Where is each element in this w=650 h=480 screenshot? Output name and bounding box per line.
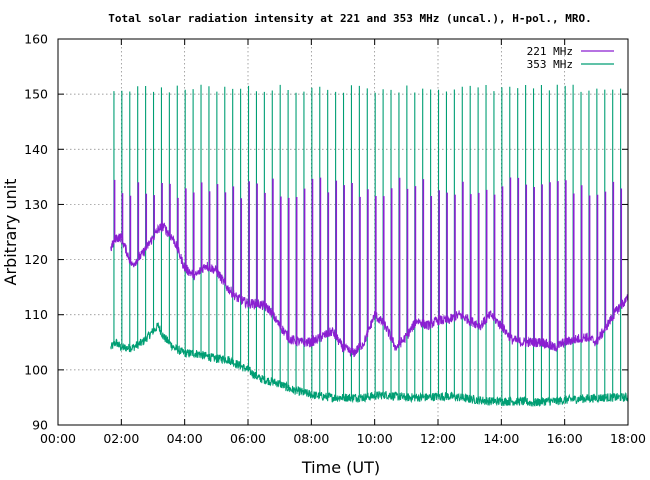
y-tick-label: 100 — [24, 362, 48, 377]
x-tick-label: 08:00 — [293, 431, 329, 446]
spike-layer — [113, 84, 623, 403]
x-tick-label: 00:00 — [40, 431, 76, 446]
x-tick-label: 18:00 — [610, 431, 646, 446]
y-tick-label: 90 — [32, 418, 48, 433]
y-tick-label: 130 — [24, 197, 48, 212]
chart-title: Total solar radiation intensity at 221 a… — [108, 12, 591, 25]
x-tick-label: 14:00 — [483, 431, 519, 446]
legend-label-1: 353 MHz — [527, 58, 573, 71]
x-axis-label: Time (UT) — [301, 458, 380, 477]
series-layer — [110, 222, 629, 408]
series-line-221mhz — [110, 222, 629, 358]
x-tick-label: 10:00 — [357, 431, 393, 446]
y-tick-label: 160 — [24, 32, 48, 47]
y-tick-label: 140 — [24, 142, 48, 157]
x-axis-ticks: 00:00 02:00 04:00 06:00 08:00 10:00 12:00 14:00… — [40, 39, 646, 446]
x-tick-label: 02:00 — [103, 431, 139, 446]
y-axis-label: Arbitrary unit — [1, 179, 20, 286]
y-axis-ticks: 90 100 110 120 130 140 150 160 — [24, 32, 628, 433]
plot-frame — [57, 38, 629, 426]
x-tick-label: 16:00 — [547, 431, 583, 446]
x-tick-label: 04:00 — [167, 431, 203, 446]
series-line-353mhz — [110, 322, 629, 408]
y-tick-label: 110 — [24, 307, 48, 322]
y-tick-label: 150 — [24, 87, 48, 102]
legend-label-0: 221 MHz — [527, 45, 573, 58]
y-tick-label: 120 — [24, 252, 48, 267]
x-tick-label: 12:00 — [420, 431, 456, 446]
x-tick-label: 06:00 — [230, 431, 266, 446]
